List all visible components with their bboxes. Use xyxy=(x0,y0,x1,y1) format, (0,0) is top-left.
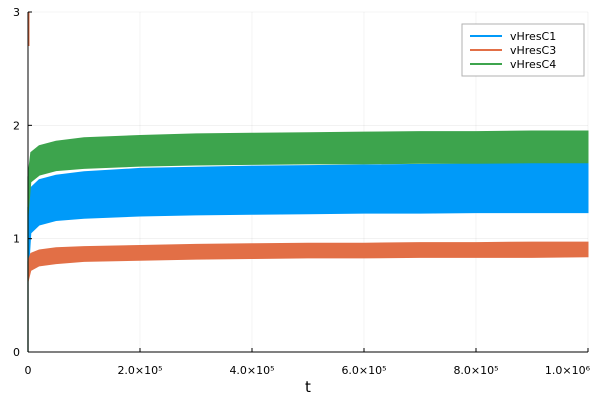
x-tick-label: 4.0×10⁵ xyxy=(229,364,274,377)
y-tick-label: 2 xyxy=(13,119,20,132)
x-tick-label: 0 xyxy=(25,364,32,377)
legend-label: vHresC4 xyxy=(510,58,556,71)
x-tick-label: 2.0×10⁵ xyxy=(117,364,162,377)
series-band-vHresC3 xyxy=(27,241,589,282)
axes xyxy=(27,12,588,353)
series-band-vHresC1 xyxy=(27,162,589,279)
x-axis-label: t xyxy=(305,378,311,396)
legend-label: vHresC1 xyxy=(510,30,556,43)
y-tick-label: 0 xyxy=(13,346,20,359)
series-band-vHresC4 xyxy=(27,130,589,217)
legend-box xyxy=(461,23,585,77)
ticks: 0 1 2 3 0 2.0×10⁵ 4.0×10⁵ 6.0×10⁵ 8.0×10⁵ 1.0×10⁶ xyxy=(13,6,591,377)
x-tick-label: 8.0×10⁵ xyxy=(453,364,498,377)
y-tick-label: 3 xyxy=(13,6,20,19)
x-tick-label: 1.0×10⁶ xyxy=(545,364,591,377)
x-tick-label: 6.0×10⁵ xyxy=(341,364,386,377)
y-tick-label: 1 xyxy=(13,233,20,246)
legend-label: vHresC3 xyxy=(510,44,556,57)
